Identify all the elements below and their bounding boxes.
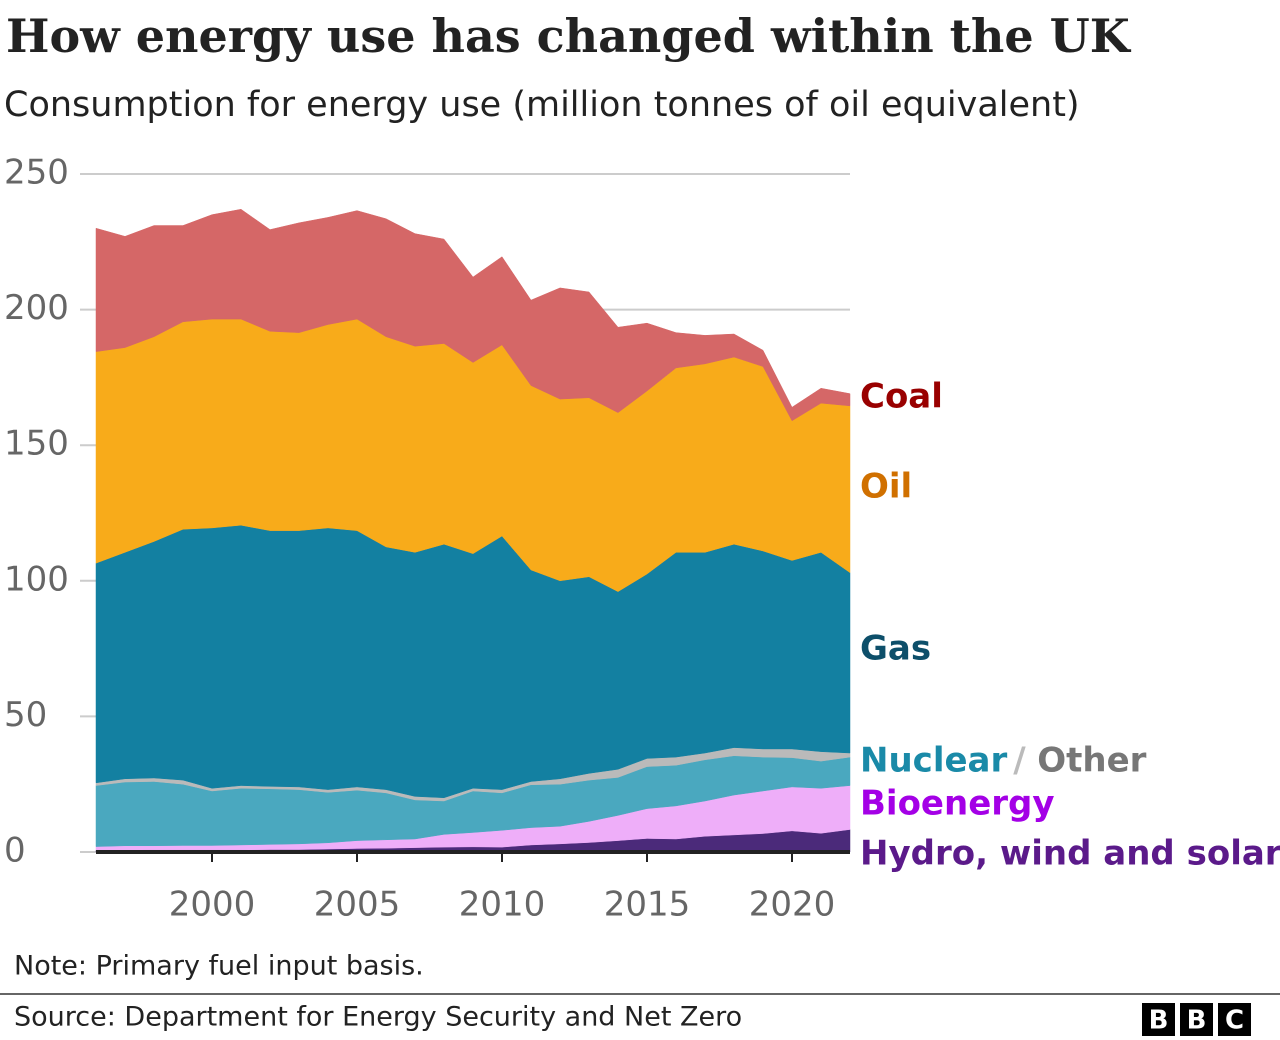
series-label: Bioenergy [860,784,1055,824]
y-tick-label: 0 [4,831,26,871]
series-label: Hydro, wind and solar [860,834,1280,874]
logo-letter: B [1187,1006,1207,1036]
x-tick-label: 2000 [169,885,256,925]
series-label: Coal [860,377,943,417]
series-label: Other [1037,741,1146,781]
chart-title: How energy use has changed within the UK [6,9,1132,63]
source: Source: Department for Energy Security a… [14,1002,742,1033]
logo-letter: B [1149,1006,1169,1036]
separator: / [1013,741,1026,781]
logo-box [1180,1003,1213,1036]
y-tick-label: 100 [4,559,69,599]
x-tick-label: 2020 [749,885,836,925]
y-tick-label: 50 [4,695,47,735]
x-tick-label: 2005 [314,885,401,925]
series-label: Nuclear [860,741,1007,781]
series-label: Oil [860,467,912,507]
y-tick-label: 200 [4,288,69,328]
x-tick-label: 2010 [459,885,546,925]
x-tick-label: 2015 [604,885,691,925]
y-tick-label: 250 [4,153,69,193]
note: Note: Primary fuel input basis. [14,951,424,982]
y-tick-label: 150 [4,424,69,464]
series-label: Gas [860,629,931,669]
logo-box [1218,1003,1251,1036]
logo-letter: C [1225,1006,1244,1036]
logo-box [1142,1003,1175,1036]
chart-subtitle: Consumption for energy use (million tonn… [4,85,1080,125]
area [95,208,851,422]
